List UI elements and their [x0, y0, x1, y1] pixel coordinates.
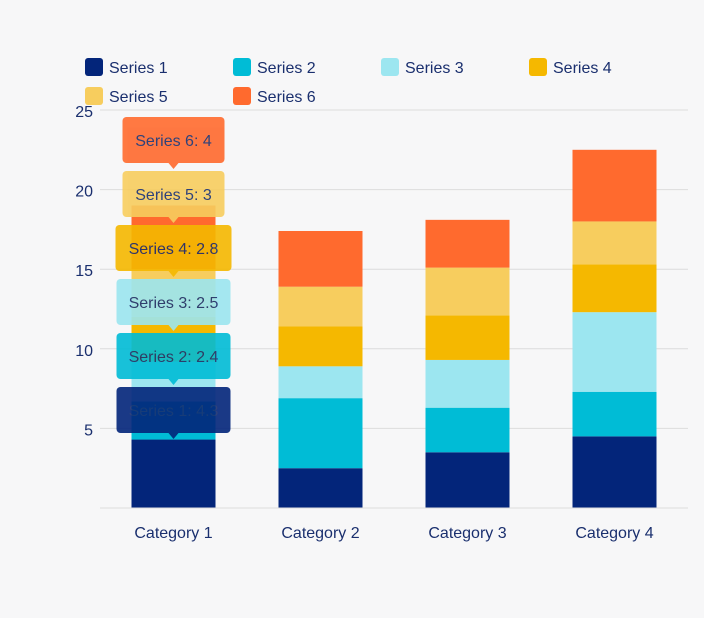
bar-3-series-2[interactable] — [425, 407, 510, 453]
tooltip-box — [116, 387, 231, 433]
tooltip-box — [115, 225, 232, 271]
tooltip-series-1: Series 1: 4.3 — [116, 387, 231, 439]
legend-label: Series 1 — [109, 60, 168, 77]
tooltip-series-4: Series 4: 2.8 — [115, 225, 232, 277]
tooltip-series-2: Series 2: 2.4 — [116, 333, 231, 385]
bar-3-series-1[interactable] — [425, 452, 510, 508]
bar-2-series-4[interactable] — [278, 326, 363, 367]
tooltip-layer: Series 6: 4 Series 5: 3 Series 4: 2.8 Serie… — [115, 117, 232, 439]
x-tick-label: Category 2 — [281, 525, 359, 542]
bar-3-series-5[interactable] — [425, 267, 510, 316]
legend: Series 1 Series 2 Series 3 Series 4 Series 5… — [85, 58, 612, 106]
legend-swatch — [85, 58, 103, 76]
y-tick-label: 25 — [75, 104, 93, 121]
bar-2-series-6[interactable] — [278, 230, 363, 287]
bar-4-series-2[interactable] — [572, 391, 657, 437]
y-tick-label: 5 — [84, 422, 93, 439]
bar-3-series-4[interactable] — [425, 315, 510, 360]
x-tick-label: Category 3 — [428, 525, 506, 542]
bar-4-series-3[interactable] — [572, 312, 657, 392]
bar-4-series-4[interactable] — [572, 264, 657, 313]
tooltip-series-6: Series 6: 4 — [122, 117, 225, 169]
tooltip-series-3: Series 3: 2.5 — [116, 279, 231, 331]
tooltip-pointer — [168, 217, 179, 223]
legend-item-series-3[interactable]: Series 3 — [381, 58, 464, 77]
legend-item-series-5[interactable]: Series 5 — [85, 87, 168, 106]
legend-swatch — [233, 87, 251, 105]
tooltip-pointer — [168, 433, 179, 439]
x-tick-label: Category 4 — [575, 525, 653, 542]
tooltip-pointer — [168, 325, 179, 331]
tooltip-box — [116, 333, 231, 379]
x-tick-label: Category 1 — [134, 525, 212, 542]
legend-item-series-2[interactable]: Series 2 — [233, 58, 316, 77]
tooltip-box — [122, 171, 225, 217]
axis-layer: 5 10 15 20 25 Category 1 Category 2 Category 3 C… — [75, 104, 688, 542]
legend-swatch — [233, 58, 251, 76]
tooltip-text: Series 2: 2.4 — [129, 349, 219, 366]
bar-2-series-1[interactable] — [278, 468, 363, 508]
tooltip-box — [122, 117, 225, 163]
legend-label: Series 6 — [257, 89, 316, 106]
legend-swatch — [381, 58, 399, 76]
bar-3-series-3[interactable] — [425, 359, 510, 408]
legend-item-series-4[interactable]: Series 4 — [529, 58, 612, 77]
y-tick-label: 20 — [75, 184, 93, 201]
bar-3-series-6[interactable] — [425, 219, 510, 268]
tooltip-pointer — [168, 271, 179, 277]
bar-2-series-3[interactable] — [278, 366, 363, 399]
legend-label: Series 4 — [553, 60, 612, 77]
tooltip-text: Series 4: 2.8 — [129, 241, 219, 258]
bar-2-series-5[interactable] — [278, 286, 363, 327]
legend-item-series-1[interactable]: Series 1 — [85, 58, 168, 77]
tooltip-series-5: Series 5: 3 — [122, 171, 225, 223]
bar-4-series-6[interactable] — [572, 149, 657, 222]
tooltip-text: Series 1: 4.3 — [129, 403, 219, 420]
tooltip-box — [116, 279, 231, 325]
legend-swatch — [529, 58, 547, 76]
bar-4-series-1[interactable] — [572, 436, 657, 508]
tooltip-text: Series 5: 3 — [135, 187, 212, 204]
tooltip-text: Series 3: 2.5 — [129, 295, 219, 312]
y-tick-label: 15 — [75, 263, 93, 280]
tooltip-pointer — [168, 379, 179, 385]
bar-1-series-1[interactable] — [131, 439, 216, 508]
legend-label: Series 5 — [109, 89, 168, 106]
y-tick-label: 10 — [75, 343, 93, 360]
bar-4-series-5[interactable] — [572, 221, 657, 265]
legend-label: Series 2 — [257, 60, 316, 77]
bar-2-series-2[interactable] — [278, 398, 363, 469]
legend-swatch — [85, 87, 103, 105]
legend-label: Series 3 — [405, 60, 464, 77]
legend-item-series-6[interactable]: Series 6 — [233, 87, 316, 106]
tooltip-pointer — [168, 163, 179, 169]
tooltip-text: Series 6: 4 — [135, 133, 212, 150]
